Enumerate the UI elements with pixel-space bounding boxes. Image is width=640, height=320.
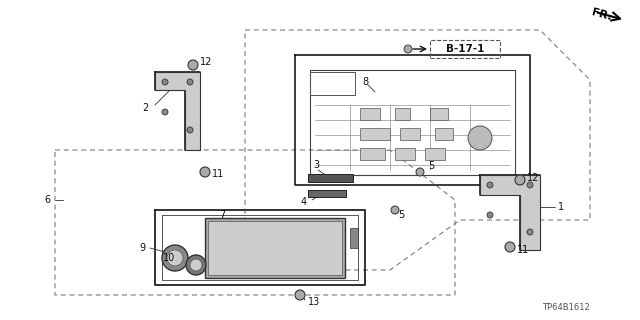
Circle shape: [505, 242, 515, 252]
Text: 10: 10: [163, 253, 175, 263]
Text: B-17-1: B-17-1: [446, 44, 484, 54]
Text: 1: 1: [558, 202, 564, 212]
Bar: [395, 148, 415, 160]
Circle shape: [187, 127, 193, 133]
Text: FR.: FR.: [590, 7, 612, 22]
Polygon shape: [155, 72, 200, 150]
Text: 9: 9: [139, 243, 145, 253]
Circle shape: [295, 290, 305, 300]
Text: 8: 8: [362, 77, 368, 87]
Circle shape: [527, 182, 533, 188]
Bar: [205, 218, 345, 278]
Circle shape: [188, 60, 198, 70]
Circle shape: [416, 168, 424, 176]
Circle shape: [162, 79, 168, 85]
Circle shape: [187, 79, 193, 85]
Text: 4: 4: [301, 197, 307, 207]
Text: 11: 11: [517, 245, 529, 255]
Bar: [360, 148, 385, 160]
Text: 12: 12: [200, 57, 212, 67]
Text: 11: 11: [212, 169, 224, 179]
Text: 12: 12: [527, 173, 540, 183]
Bar: [360, 108, 380, 120]
Circle shape: [162, 245, 188, 271]
Circle shape: [190, 259, 202, 271]
Bar: [425, 148, 445, 160]
Circle shape: [468, 126, 492, 150]
Circle shape: [162, 109, 168, 115]
Text: 3: 3: [313, 160, 319, 170]
Circle shape: [186, 255, 206, 275]
Bar: [395, 108, 410, 120]
Bar: [430, 108, 448, 120]
Bar: [308, 190, 346, 197]
Circle shape: [200, 167, 210, 177]
Bar: [308, 174, 353, 182]
Circle shape: [167, 250, 183, 266]
Text: 2: 2: [141, 103, 148, 113]
Circle shape: [391, 206, 399, 214]
Bar: [400, 128, 420, 140]
Bar: [360, 128, 390, 140]
Text: 5: 5: [428, 161, 435, 171]
Bar: [435, 128, 453, 140]
Circle shape: [515, 175, 525, 185]
Circle shape: [487, 212, 493, 218]
Bar: [208, 221, 342, 275]
Circle shape: [404, 45, 412, 53]
Circle shape: [527, 229, 533, 235]
Circle shape: [487, 182, 493, 188]
Bar: [350, 228, 358, 248]
Polygon shape: [480, 175, 540, 250]
Text: 7: 7: [219, 210, 225, 220]
Text: 5: 5: [398, 210, 404, 220]
Text: TP64B1612: TP64B1612: [542, 303, 590, 313]
Text: 13: 13: [308, 297, 320, 307]
Text: 6: 6: [44, 195, 50, 205]
